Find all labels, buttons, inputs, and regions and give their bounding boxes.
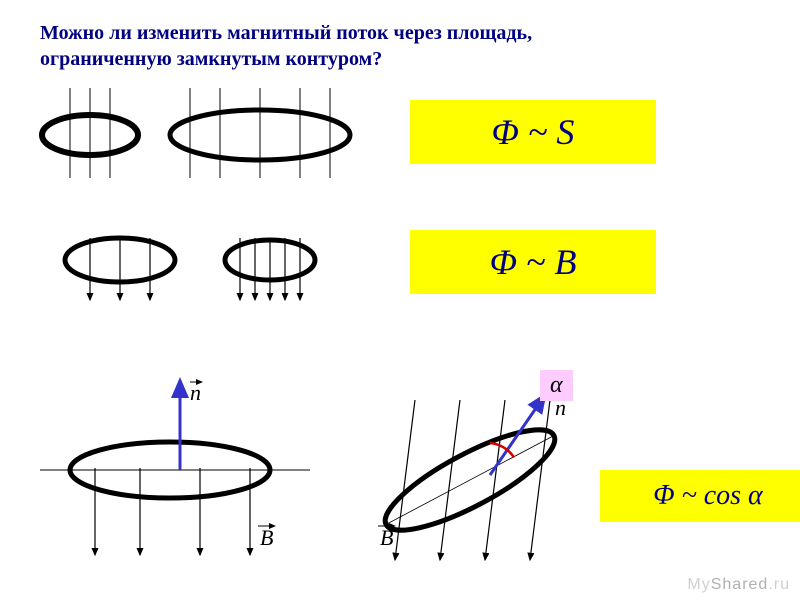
formula-phi-cos-text: Φ ~ cos α — [653, 480, 762, 512]
formula-phi-S: Φ ~ S — [410, 100, 656, 164]
svg-text:n: n — [190, 380, 201, 405]
watermark-pre: My — [687, 576, 710, 593]
formula-phi-B: Φ ~ B — [410, 230, 656, 294]
formula-phi-S-text: Φ ~ S — [492, 111, 575, 153]
alpha-text: α — [550, 372, 563, 398]
formula-phi-cos: Φ ~ cos α — [600, 470, 800, 522]
watermark-suf: .ru — [768, 576, 790, 593]
svg-text:B: B — [380, 525, 393, 550]
alpha-label: α — [540, 370, 573, 401]
svg-text:B: B — [260, 525, 273, 550]
watermark: MyShared.ru — [687, 576, 790, 594]
formula-phi-B-text: Φ ~ B — [490, 241, 577, 283]
watermark-em: Shared — [711, 576, 769, 593]
